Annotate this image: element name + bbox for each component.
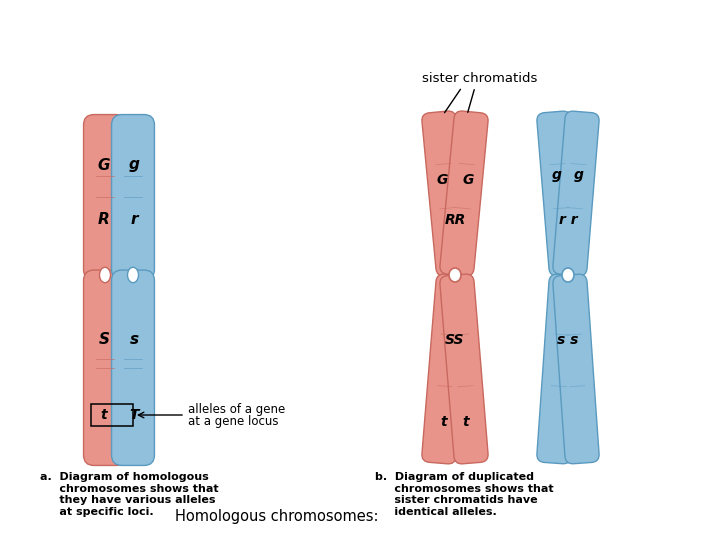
Text: t: t <box>101 408 107 422</box>
Text: at a gene locus: at a gene locus <box>188 415 279 428</box>
Text: g: g <box>574 168 584 182</box>
FancyBboxPatch shape <box>440 274 488 464</box>
Text: s s: s s <box>557 333 579 347</box>
Text: RR: RR <box>444 213 466 227</box>
Text: sister chromatids: sister chromatids <box>423 72 538 85</box>
FancyBboxPatch shape <box>553 111 599 276</box>
FancyBboxPatch shape <box>537 111 583 276</box>
FancyBboxPatch shape <box>440 111 488 276</box>
Ellipse shape <box>562 268 574 282</box>
FancyBboxPatch shape <box>112 114 155 280</box>
Text: G: G <box>98 158 110 172</box>
Text: g: g <box>129 158 140 172</box>
Ellipse shape <box>127 267 138 283</box>
FancyBboxPatch shape <box>537 274 583 464</box>
Text: alleles of a gene: alleles of a gene <box>188 402 285 415</box>
Text: T: T <box>130 408 139 422</box>
Text: G: G <box>436 173 448 187</box>
Text: s: s <box>130 333 138 348</box>
Text: S: S <box>99 333 109 348</box>
Text: a.  Diagram of homologous
     chromosomes shows that
     they have various all: a. Diagram of homologous chromosomes sho… <box>40 472 219 517</box>
Text: SS: SS <box>445 333 464 347</box>
FancyBboxPatch shape <box>84 114 127 280</box>
FancyBboxPatch shape <box>422 111 470 276</box>
Text: r r: r r <box>559 213 577 227</box>
Text: t: t <box>441 415 447 429</box>
Ellipse shape <box>99 267 110 283</box>
Ellipse shape <box>449 268 461 282</box>
Text: r: r <box>130 213 138 227</box>
Text: R: R <box>98 213 110 227</box>
FancyBboxPatch shape <box>553 274 599 464</box>
FancyBboxPatch shape <box>84 270 127 465</box>
Text: b.  Diagram of duplicated
     chromosomes shows that
     sister chromatids hav: b. Diagram of duplicated chromosomes sho… <box>375 472 554 517</box>
FancyBboxPatch shape <box>422 274 470 464</box>
Text: g: g <box>552 168 562 182</box>
FancyBboxPatch shape <box>112 270 155 465</box>
Text: Homologous chromosomes:: Homologous chromosomes: <box>175 509 379 524</box>
Text: G: G <box>462 173 474 187</box>
Text: t: t <box>463 415 469 429</box>
